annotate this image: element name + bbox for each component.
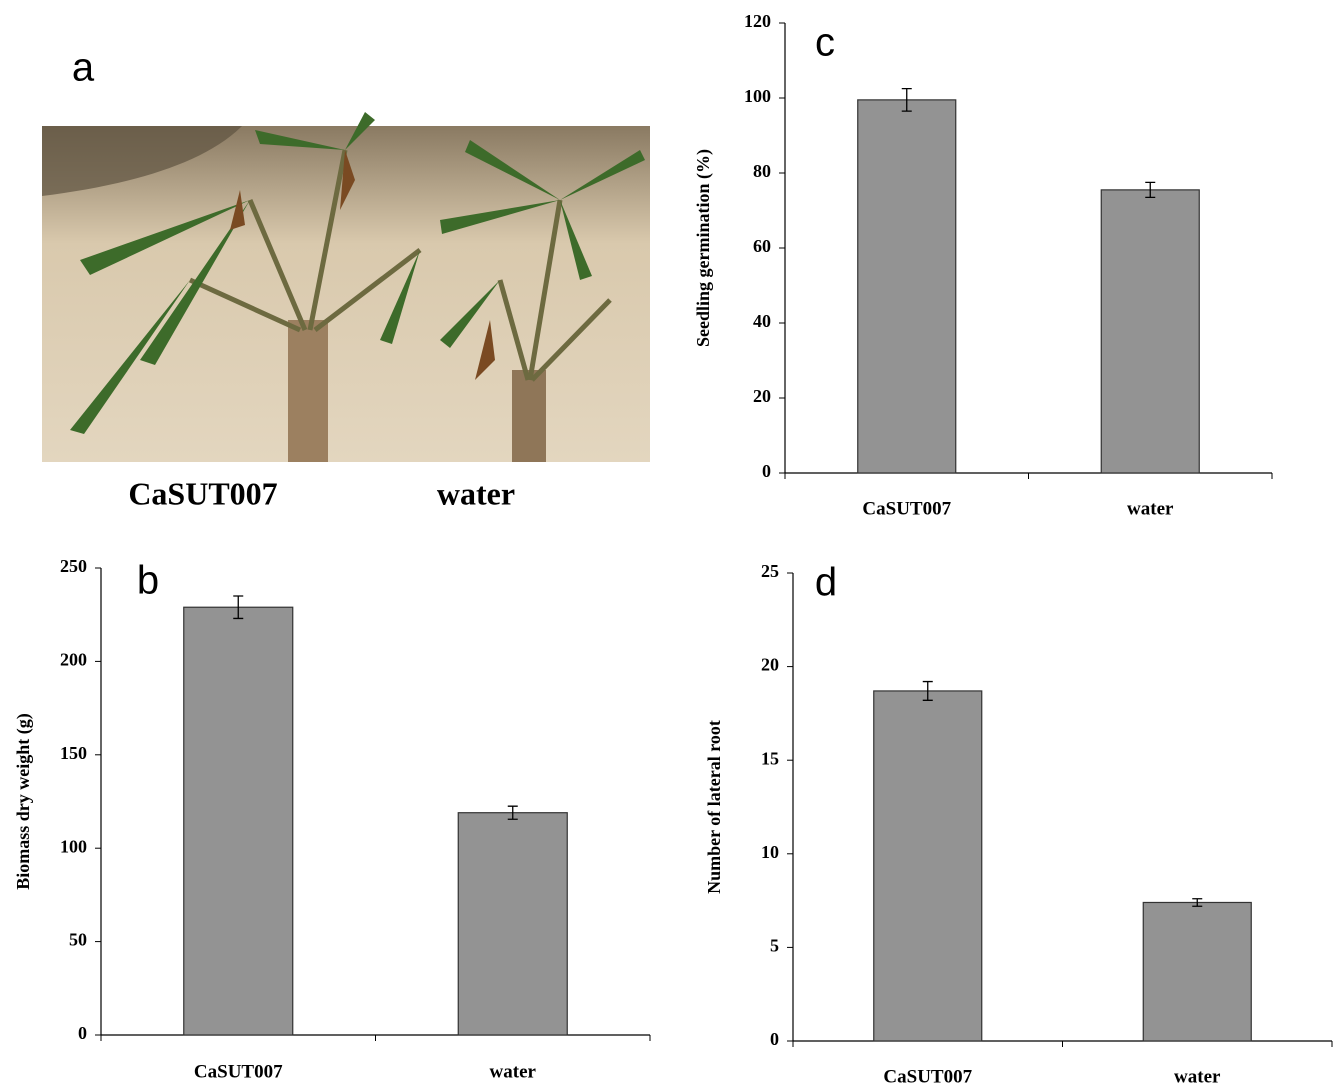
y-tick-label: 80	[753, 161, 771, 181]
panel-label: b	[137, 559, 159, 603]
bar	[873, 690, 983, 1042]
error-bar	[1145, 181, 1156, 199]
x-tick-label: water	[1127, 498, 1174, 519]
photo-caption: water	[437, 475, 515, 511]
y-tick-label: 0	[770, 1029, 779, 1049]
x-tick-label: CaSUT007	[862, 498, 951, 519]
y-tick-label: 10	[761, 842, 779, 862]
y-tick-label: 25	[761, 561, 779, 581]
y-tick-label: 200	[60, 650, 87, 670]
error-bar	[233, 595, 244, 620]
y-tick-label: 20	[761, 655, 779, 675]
x-tick-label: water	[1174, 1066, 1221, 1086]
bar	[183, 606, 294, 1036]
x-tick-label: water	[490, 1061, 537, 1082]
y-tick-label: 250	[60, 556, 87, 576]
y-tick-label: 100	[60, 836, 87, 856]
panel-label: a	[72, 46, 95, 90]
y-tick-label: 15	[761, 748, 779, 768]
y-axis-label: Biomass dry weight (g)	[13, 713, 34, 890]
x-tick-label: CaSUT007	[194, 1061, 283, 1082]
y-axis-label: Seedling germination (%)	[693, 149, 714, 347]
y-axis-label: Number of lateral root	[704, 720, 724, 894]
bar	[1100, 189, 1200, 474]
y-tick-label: 150	[60, 743, 87, 763]
y-tick-label: 50	[69, 930, 87, 950]
error-bar	[507, 805, 518, 820]
x-tick-label: CaSUT007	[883, 1066, 972, 1086]
error-bar	[922, 680, 933, 701]
panel-label: c	[815, 21, 835, 65]
y-tick-label: 0	[78, 1023, 87, 1043]
y-tick-label: 40	[753, 311, 771, 331]
error-bar	[1192, 898, 1203, 907]
panel-label: d	[815, 561, 837, 605]
photo-caption: CaSUT007	[128, 475, 277, 511]
y-tick-label: 120	[744, 11, 771, 31]
bar	[457, 812, 568, 1036]
y-tick-label: 20	[753, 386, 771, 406]
y-tick-label: 60	[753, 236, 771, 256]
error-bar	[901, 87, 912, 112]
y-tick-label: 0	[762, 461, 771, 481]
y-tick-label: 5	[770, 936, 779, 956]
bar	[857, 99, 957, 474]
photo	[42, 112, 650, 462]
y-tick-label: 100	[744, 86, 771, 106]
bar	[1142, 901, 1252, 1042]
